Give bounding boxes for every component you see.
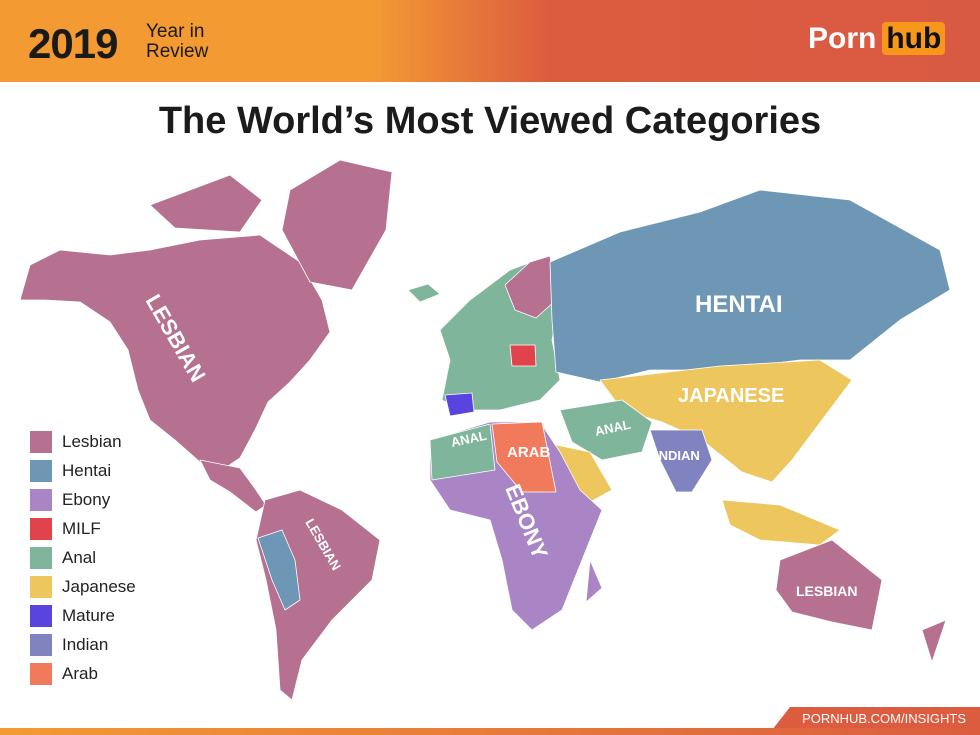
- legend-label: Lesbian: [62, 431, 122, 451]
- year: 2019: [28, 20, 118, 67]
- legend-label: Indian: [62, 634, 109, 654]
- legend-swatch: [30, 546, 52, 569]
- legend-swatch: [30, 459, 52, 482]
- region-north-africa-anal: [429, 423, 496, 481]
- label-north-africa: ANAL: [450, 428, 488, 450]
- legend-swatch: [30, 662, 52, 685]
- region-australia: [775, 539, 883, 631]
- logo: Porn hub: [808, 22, 946, 56]
- region-india: [649, 429, 713, 493]
- legend-label: Japanese: [62, 576, 136, 596]
- region-iceland: [407, 283, 441, 303]
- logo-part1: Porn: [808, 22, 877, 55]
- legend-swatch: [30, 575, 52, 598]
- footer-url: PORNHUB.COM/INSIGHTS: [772, 707, 980, 730]
- region-middle-east: [559, 399, 653, 461]
- page-title: The World’s Most Viewed Categories: [158, 100, 822, 142]
- legend-swatch: [30, 430, 52, 453]
- region-south-america-hentai: [257, 529, 301, 611]
- region-spain: [444, 392, 475, 417]
- legend-label: Mature: [62, 605, 115, 625]
- region-southeast-asia: [721, 499, 841, 546]
- legend-item: Japanese: [30, 572, 136, 601]
- region-north-america: [19, 234, 331, 471]
- footer-bar: [0, 728, 980, 735]
- legend-swatch: [30, 488, 52, 511]
- region-new-zealand: [921, 619, 947, 663]
- legend-swatch: [30, 517, 52, 540]
- region-east-asia: [599, 359, 853, 483]
- legend-item: MILF: [30, 514, 136, 543]
- region-russia: [549, 189, 951, 383]
- legend-item: Lesbian: [30, 427, 136, 456]
- legend-item: Indian: [30, 630, 136, 659]
- region-arctic-islands: [149, 174, 263, 233]
- legend-label: Arab: [62, 663, 98, 683]
- region-central-america: [199, 459, 267, 513]
- legend-item: Mature: [30, 601, 136, 630]
- region-poland: [509, 344, 537, 367]
- legend-label: MILF: [62, 518, 101, 538]
- legend-label: Hentai: [62, 460, 112, 480]
- legend-label: Anal: [62, 547, 97, 567]
- logo-part2: hub: [882, 22, 946, 55]
- header-banner: 2019 Year in Review Porn hub: [0, 0, 980, 82]
- label-australia: LESBIAN: [796, 583, 857, 599]
- legend-item: Anal: [30, 543, 136, 572]
- region-africa: [429, 421, 603, 631]
- legend-label: Ebony: [62, 489, 111, 509]
- label-india: INDIAN: [655, 448, 700, 463]
- header-subtitle: Year in Review: [146, 21, 209, 62]
- legend-swatch: [30, 604, 52, 627]
- region-north-africa-arab: [491, 421, 557, 493]
- legend-item: Hentai: [30, 456, 136, 485]
- legend-item: Ebony: [30, 485, 136, 514]
- legend-swatch: [30, 633, 52, 656]
- region-greenland: [281, 159, 393, 291]
- label-russia: HENTAI: [695, 291, 783, 318]
- label-arab: ARAB: [507, 444, 550, 461]
- label-east-asia: JAPANESE: [678, 385, 784, 407]
- label-middle-east: ANAL: [594, 417, 632, 439]
- legend: Lesbian Hentai Ebony MILF Anal Japanese …: [30, 427, 136, 688]
- region-madagascar: [585, 559, 603, 603]
- legend-item: Arab: [30, 659, 136, 688]
